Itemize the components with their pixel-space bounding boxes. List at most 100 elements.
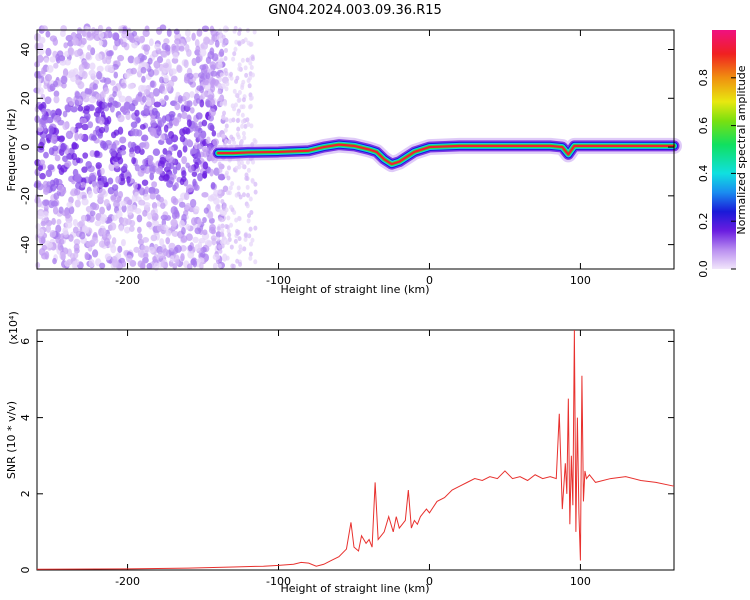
noise-speck: [92, 203, 100, 211]
noise-speck: [217, 173, 226, 181]
noise-speck: [218, 248, 223, 254]
noise-speck: [224, 139, 229, 145]
noise-speck: [217, 244, 222, 250]
noise-speck: [140, 66, 147, 74]
noise-speck: [241, 97, 246, 103]
noise-speck: [152, 88, 160, 97]
noise-speck: [99, 262, 106, 269]
noise-speck: [249, 123, 254, 129]
noise-speck: [43, 57, 50, 64]
noise-speck: [40, 25, 48, 32]
noise-speck: [185, 233, 193, 242]
noise-speck: [43, 83, 49, 90]
noise-speck: [173, 117, 180, 127]
noise-speck: [127, 199, 133, 206]
noise-speck: [202, 161, 209, 170]
noise-speck: [146, 221, 152, 228]
noise-speck: [163, 173, 170, 181]
noise-speck: [66, 258, 73, 266]
noise-speck: [250, 56, 255, 62]
noise-speck: [180, 235, 188, 243]
noise-speck: [251, 159, 256, 165]
noise-speck: [201, 25, 210, 33]
noise-speck: [196, 28, 203, 37]
noise-speck: [239, 140, 244, 146]
noise-speck: [43, 151, 49, 159]
noise-speck: [249, 210, 254, 216]
noise-speck: [233, 46, 238, 52]
noise-speck: [45, 30, 51, 38]
noise-speck: [227, 139, 232, 145]
noise-speck: [46, 65, 54, 73]
noise-speck: [115, 252, 122, 260]
noise-speck: [100, 167, 105, 175]
noise-speck: [222, 185, 229, 193]
noise-speck: [231, 56, 236, 62]
spectrogram-y-ticks: 40 20 0 -20 -40: [19, 43, 674, 254]
noise-speck: [36, 42, 44, 50]
noise-speck: [153, 101, 161, 108]
noise-speck: [201, 119, 208, 127]
x-tick-label: -100: [266, 274, 291, 287]
noise-speck: [194, 244, 201, 252]
noise-speck: [222, 100, 227, 106]
noise-speck: [248, 226, 253, 232]
noise-speck: [64, 211, 71, 219]
snr-panel: -200 -100 0 100 0 2 4 6 Height of straight lin…: [5, 311, 675, 595]
noise-speck: [74, 258, 80, 266]
noise-speck: [181, 170, 187, 178]
noise-speck: [223, 127, 228, 133]
noise-speck: [41, 252, 49, 260]
noise-speck: [174, 182, 179, 189]
noise-speck: [117, 245, 123, 254]
noise-speck: [187, 138, 192, 146]
noise-speck: [119, 136, 127, 144]
noise-speck: [70, 75, 77, 83]
noise-speck: [76, 27, 83, 35]
noise-speck: [136, 214, 143, 223]
y-tick-label: 0: [19, 144, 32, 151]
noise-speck: [220, 232, 225, 238]
noise-speck: [85, 52, 91, 60]
noise-speck: [60, 143, 68, 151]
noise-speck: [176, 65, 183, 73]
noise-speck: [129, 225, 135, 232]
noise-speck: [134, 109, 140, 117]
noise-speck: [36, 210, 45, 220]
noise-speck: [81, 71, 88, 80]
noise-speck: [74, 199, 81, 208]
noise-speck: [213, 197, 220, 205]
noise-speck: [237, 62, 242, 68]
noise-speck: [125, 171, 132, 179]
noise-speck: [181, 111, 188, 120]
noise-speck: [216, 203, 221, 209]
noise-speck: [137, 169, 145, 177]
noise-speck: [59, 252, 66, 261]
snr-y-scale-label: (x10⁴): [7, 311, 20, 345]
noise-speck: [215, 231, 222, 238]
noise-speck: [95, 162, 102, 170]
noise-speck: [138, 199, 146, 206]
noise-speck: [87, 190, 93, 199]
noise-speck: [248, 251, 253, 257]
y-tick-label: 4: [19, 414, 32, 421]
x-tick-label: -200: [115, 575, 140, 588]
noise-speck: [73, 243, 80, 252]
noise-speck: [142, 158, 147, 166]
noise-speck: [93, 185, 100, 195]
noise-speck: [177, 149, 183, 159]
noise-speck: [97, 194, 104, 203]
noise-speck: [166, 83, 172, 92]
noise-speck: [101, 101, 108, 109]
noise-speck: [84, 251, 90, 261]
y-tick-label: -20: [19, 187, 32, 205]
noise-speck: [80, 37, 87, 45]
noise-speck: [252, 29, 257, 35]
noise-speck: [163, 74, 169, 83]
noise-speck: [216, 34, 221, 40]
noise-speck: [212, 262, 218, 270]
noise-speck: [44, 96, 52, 105]
noise-speck: [73, 251, 79, 259]
x-tick-label: -100: [266, 575, 291, 588]
colorbar: 0.0 0.2 0.4 0.6 0.8 Normalized spectral ampl…: [697, 30, 748, 278]
